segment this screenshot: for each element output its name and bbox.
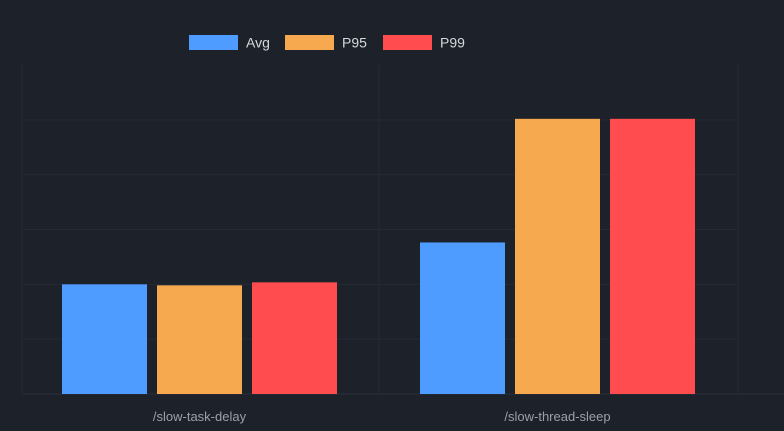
- bars: [62, 118, 695, 394]
- x-tick-label: /slow-thread-sleep: [504, 409, 610, 424]
- bar-p99-0[interactable]: [252, 282, 337, 394]
- legend-swatch-p99[interactable]: [383, 35, 432, 50]
- legend-label-p95[interactable]: P95: [342, 35, 367, 51]
- legend: Avg P95 P99: [189, 35, 465, 51]
- x-axis: /slow-task-delay/slow-thread-sleep: [153, 409, 611, 424]
- legend-label-p99[interactable]: P99: [440, 35, 465, 51]
- bar-avg-0[interactable]: [62, 284, 147, 394]
- bar-p95-1[interactable]: [515, 118, 600, 394]
- bar-p95-0[interactable]: [157, 285, 242, 394]
- legend-swatch-avg[interactable]: [189, 35, 238, 50]
- legend-label-avg[interactable]: Avg: [246, 35, 270, 51]
- x-tick-label: /slow-task-delay: [153, 409, 247, 424]
- bar-p99-1[interactable]: [610, 118, 695, 394]
- bar-avg-1[interactable]: [420, 242, 505, 394]
- legend-swatch-p95[interactable]: [285, 35, 334, 50]
